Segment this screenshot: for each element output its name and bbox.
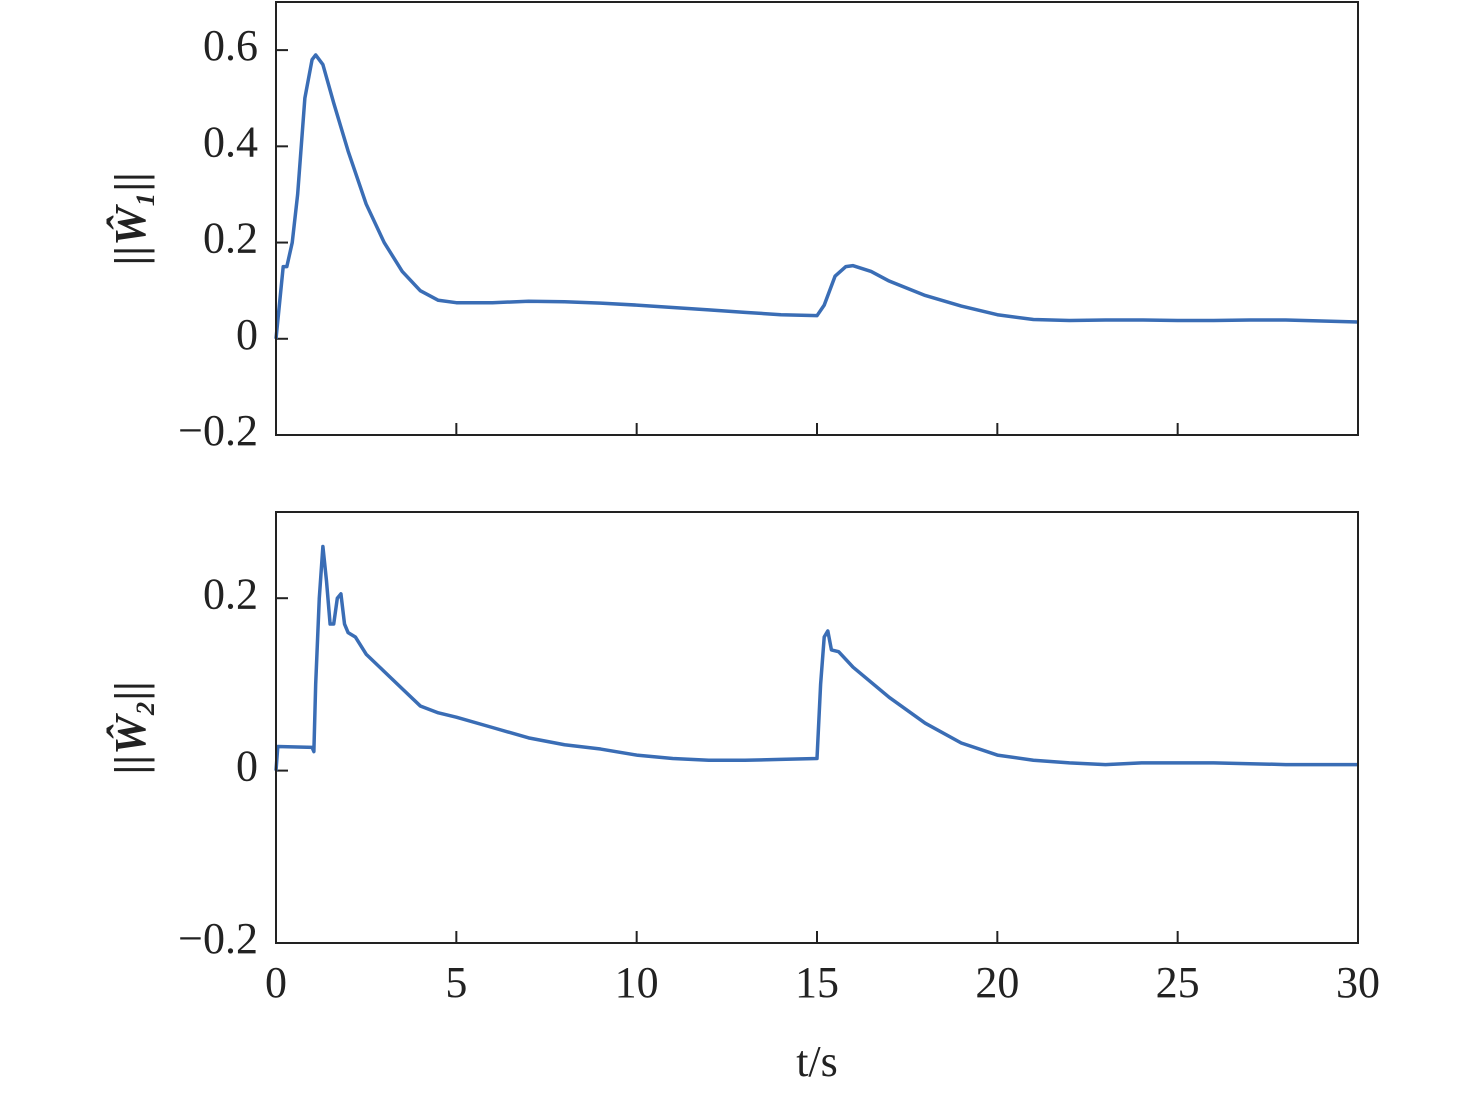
y-tick-label: 0 [236,742,258,791]
data-line [274,53,1359,339]
y-tick-label: 0 [236,310,258,359]
x-axis-label: t/s [796,1037,838,1086]
y-tick-label: 0.2 [203,214,258,263]
y-axis-label: ||Ŵ₂|| [106,681,155,774]
x-tick-label: 25 [1156,958,1200,1007]
y-tick-label: −0.2 [178,406,258,455]
plot-frame [275,511,1359,944]
data-line [274,544,1358,771]
x-tick-label: 15 [795,958,839,1007]
x-tick-label: 20 [975,958,1019,1007]
x-tick-label: 0 [265,958,287,1007]
plot-frame [275,1,1359,436]
y-tick-label: 0.2 [203,569,258,618]
x-tick-label: 5 [445,958,467,1007]
y-tick-label: 0.4 [203,117,258,166]
y-tick-label: 0.6 [203,21,258,70]
x-tick-label: 10 [615,958,659,1007]
y-axis-label: ||Ŵ₁|| [106,172,155,265]
y-tick-label: −0.2 [178,914,258,963]
x-tick-label: 30 [1336,958,1380,1007]
